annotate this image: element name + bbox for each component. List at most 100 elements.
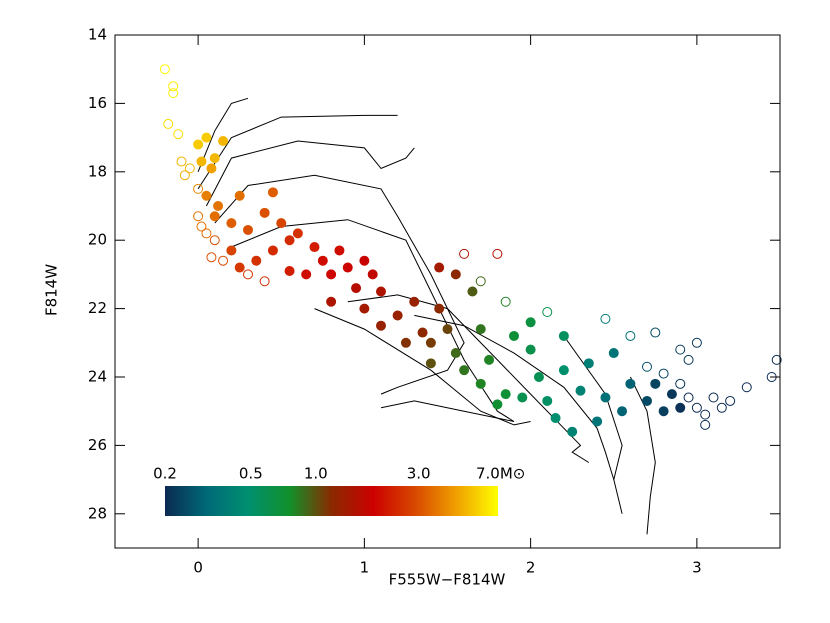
star-point (475, 276, 486, 287)
x-tick-label: 1 (360, 559, 370, 577)
star-point (459, 365, 470, 376)
star-point (251, 255, 262, 266)
star-point (467, 286, 478, 297)
star-point (359, 255, 370, 266)
star-point (450, 269, 461, 280)
star-point (201, 132, 212, 143)
star-point (666, 389, 677, 400)
star-point (642, 395, 652, 406)
star-point (542, 307, 553, 318)
star-point (168, 81, 179, 92)
star-point (259, 276, 270, 287)
star-point (650, 327, 661, 338)
star-point (500, 296, 511, 307)
y-tick-label: 26 (88, 436, 107, 454)
star-point (301, 269, 312, 280)
star-point (342, 262, 353, 273)
star-point (209, 235, 220, 246)
isochrone (414, 314, 615, 480)
star-point (625, 330, 636, 341)
star-point (625, 378, 636, 389)
star-point (642, 361, 652, 372)
star-point (575, 385, 586, 396)
star-point (658, 368, 669, 379)
star-point (608, 348, 619, 359)
y-tick-label: 18 (88, 162, 107, 180)
star-point (771, 354, 782, 365)
star-point (351, 283, 362, 294)
star-point (317, 255, 328, 266)
star-point (442, 324, 453, 335)
star-point (184, 163, 195, 174)
star-point (193, 139, 204, 150)
isochrone (231, 219, 515, 422)
x-axis-label: F555W−F814W (389, 571, 506, 589)
y-tick-label: 24 (88, 368, 107, 386)
star-point (617, 406, 628, 417)
star-point (525, 344, 536, 355)
star-point (675, 402, 686, 413)
star-point (500, 389, 511, 400)
isochrone (314, 308, 531, 426)
star-point (193, 211, 204, 222)
star-point (259, 207, 270, 218)
colorbar-tick-label: 0.2 (153, 465, 177, 483)
star-point (434, 303, 445, 314)
star-point (163, 118, 174, 129)
star-point (425, 358, 436, 369)
star-point (700, 419, 711, 430)
star-point (492, 248, 503, 259)
star-point (267, 187, 278, 198)
y-tick-label: 14 (88, 26, 107, 44)
star-point (459, 248, 470, 259)
star-point (650, 378, 661, 389)
star-point (725, 395, 736, 406)
x-tick-label: 3 (692, 559, 702, 577)
plot-frame (114, 34, 781, 549)
star-point (542, 395, 553, 406)
star-point (334, 245, 345, 256)
y-tick-label: 22 (88, 299, 107, 317)
star-point (492, 399, 503, 410)
star-point (558, 365, 569, 376)
star-point (234, 262, 245, 273)
y-tick-label: 28 (88, 504, 107, 522)
star-point (284, 265, 295, 276)
star-point (209, 211, 220, 222)
isochrone (629, 376, 656, 535)
colorbar-tick-label: 3.0 (407, 465, 431, 483)
y-tick-label: 16 (88, 94, 107, 112)
star-point (179, 170, 190, 181)
isochrone (197, 114, 398, 190)
star-point (276, 218, 287, 229)
star-point (475, 378, 486, 389)
star-point (434, 262, 445, 273)
star-point (193, 183, 204, 194)
star-point (550, 413, 561, 424)
isochrone (205, 140, 415, 207)
star-point (533, 372, 544, 382)
star-point (600, 392, 611, 403)
star-point (600, 313, 611, 324)
star-point (159, 64, 170, 75)
colorbar-tick-label: 0.5 (239, 465, 263, 483)
star-point (234, 190, 245, 201)
star-point (708, 392, 719, 403)
star-point (226, 218, 237, 229)
star-point (450, 348, 461, 359)
star-point (209, 153, 220, 164)
star-point (484, 354, 495, 365)
star-point (558, 330, 569, 341)
star-point (475, 324, 486, 335)
star-point (517, 392, 528, 403)
colorbar-tick-label: 1.0 (304, 465, 328, 483)
isochrone (347, 294, 590, 463)
star-point (409, 296, 420, 307)
star-point (226, 245, 237, 256)
star-point (425, 337, 436, 348)
star-point (376, 320, 386, 331)
star-point (213, 201, 224, 211)
colorbar (165, 486, 498, 516)
star-point (173, 129, 184, 140)
star-point (218, 255, 229, 266)
